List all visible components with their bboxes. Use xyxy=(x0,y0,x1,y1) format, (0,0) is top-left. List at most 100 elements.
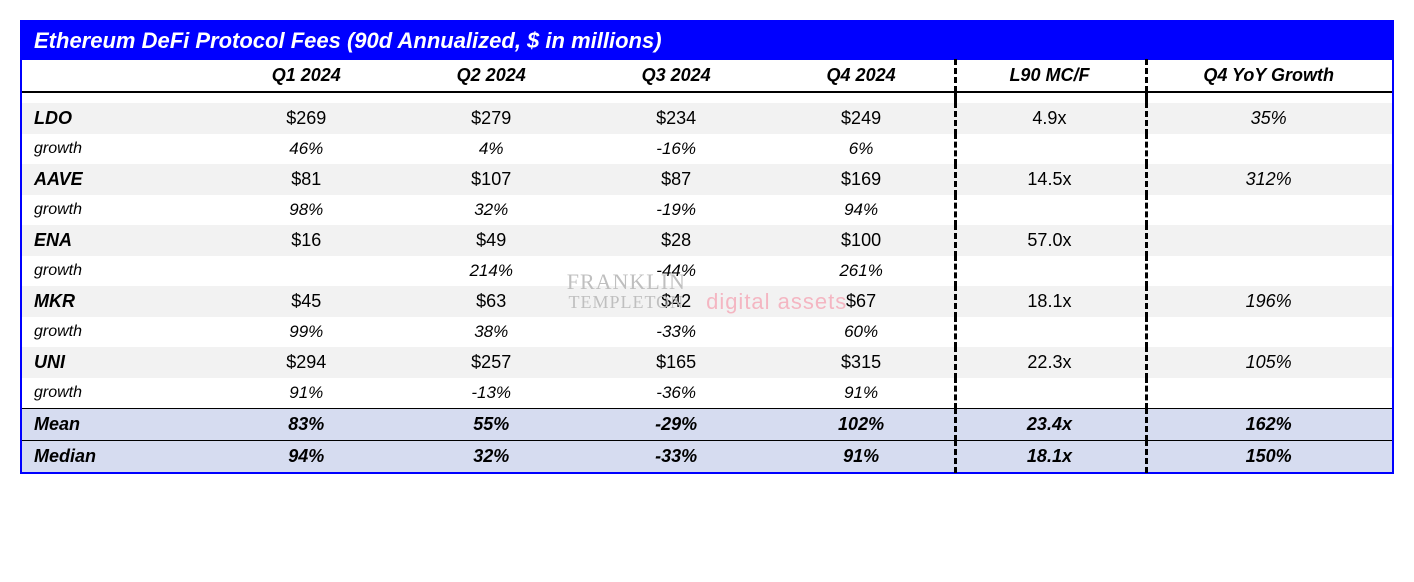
growth-mcf-blank xyxy=(954,256,1146,286)
cell-q3: $165 xyxy=(584,347,769,378)
table-frame: Ethereum DeFi Protocol Fees (90d Annuali… xyxy=(20,20,1394,474)
growth-mcf-blank xyxy=(954,378,1146,409)
cell-yoy: 105% xyxy=(1145,347,1392,378)
growth-q3: -33% xyxy=(584,317,769,347)
growth-row: growth 91% -13% -36% 91% xyxy=(22,378,1392,409)
summary-q1: 83% xyxy=(214,409,399,441)
growth-mcf-blank xyxy=(954,134,1146,164)
cell-q4: $67 xyxy=(769,286,954,317)
protocol-name: AAVE xyxy=(22,164,214,195)
summary-mcf: 18.1x xyxy=(954,441,1146,473)
table-container: FRANKLIN TEMPLETON digital assets Ethere… xyxy=(20,20,1394,474)
growth-q1: 99% xyxy=(214,317,399,347)
summary-q3: -33% xyxy=(584,441,769,473)
header-row: Q1 2024 Q2 2024 Q3 2024 Q4 2024 L90 MC/F… xyxy=(22,60,1392,92)
protocol-name: MKR xyxy=(22,286,214,317)
table-title: Ethereum DeFi Protocol Fees (90d Annuali… xyxy=(22,22,1392,60)
col-header-q4: Q4 2024 xyxy=(769,60,954,92)
growth-yoy-blank xyxy=(1145,317,1392,347)
cell-q4: $169 xyxy=(769,164,954,195)
summary-row-median: Median 94% 32% -33% 91% 18.1x 150% xyxy=(22,441,1392,473)
table-row: MKR $45 $63 $42 $67 18.1x 196% xyxy=(22,286,1392,317)
summary-q1: 94% xyxy=(214,441,399,473)
protocol-name: UNI xyxy=(22,347,214,378)
cell-q1: $81 xyxy=(214,164,399,195)
summary-row-mean: Mean 83% 55% -29% 102% 23.4x 162% xyxy=(22,409,1392,441)
growth-mcf-blank xyxy=(954,195,1146,225)
table-row: UNI $294 $257 $165 $315 22.3x 105% xyxy=(22,347,1392,378)
growth-q4: 91% xyxy=(769,378,954,409)
col-header-q1: Q1 2024 xyxy=(214,60,399,92)
cell-q3: $234 xyxy=(584,103,769,134)
col-header-q3: Q3 2024 xyxy=(584,60,769,92)
cell-q2: $257 xyxy=(399,347,584,378)
table-row: AAVE $81 $107 $87 $169 14.5x 312% xyxy=(22,164,1392,195)
cell-mcf: 4.9x xyxy=(954,103,1146,134)
growth-label: growth xyxy=(22,134,214,164)
summary-yoy: 150% xyxy=(1145,441,1392,473)
col-header-blank xyxy=(22,60,214,92)
growth-label: growth xyxy=(22,317,214,347)
growth-q1: 91% xyxy=(214,378,399,409)
growth-q3: -44% xyxy=(584,256,769,286)
table-body: LDO $269 $279 $234 $249 4.9x 35% growth … xyxy=(22,92,1392,472)
growth-yoy-blank xyxy=(1145,134,1392,164)
cell-q3: $42 xyxy=(584,286,769,317)
fees-table: Q1 2024 Q2 2024 Q3 2024 Q4 2024 L90 MC/F… xyxy=(22,60,1392,472)
col-header-yoy: Q4 YoY Growth xyxy=(1145,60,1392,92)
growth-q4: 60% xyxy=(769,317,954,347)
cell-yoy xyxy=(1145,225,1392,256)
cell-q1: $16 xyxy=(214,225,399,256)
growth-label: growth xyxy=(22,378,214,409)
growth-q1: 46% xyxy=(214,134,399,164)
cell-q2: $63 xyxy=(399,286,584,317)
growth-q2: 4% xyxy=(399,134,584,164)
cell-yoy: 196% xyxy=(1145,286,1392,317)
growth-mcf-blank xyxy=(954,317,1146,347)
cell-q2: $107 xyxy=(399,164,584,195)
growth-q2: 38% xyxy=(399,317,584,347)
growth-q3: -16% xyxy=(584,134,769,164)
cell-mcf: 14.5x xyxy=(954,164,1146,195)
cell-q1: $269 xyxy=(214,103,399,134)
cell-yoy: 35% xyxy=(1145,103,1392,134)
cell-q2: $49 xyxy=(399,225,584,256)
table-row: LDO $269 $279 $234 $249 4.9x 35% xyxy=(22,103,1392,134)
summary-yoy: 162% xyxy=(1145,409,1392,441)
growth-q1: 98% xyxy=(214,195,399,225)
table-row: ENA $16 $49 $28 $100 57.0x xyxy=(22,225,1392,256)
growth-q2: -13% xyxy=(399,378,584,409)
col-header-mcf: L90 MC/F xyxy=(954,60,1146,92)
cell-q4: $100 xyxy=(769,225,954,256)
growth-row: growth 98% 32% -19% 94% xyxy=(22,195,1392,225)
summary-label: Mean xyxy=(22,409,214,441)
summary-q3: -29% xyxy=(584,409,769,441)
growth-label: growth xyxy=(22,195,214,225)
growth-q4: 6% xyxy=(769,134,954,164)
protocol-name: LDO xyxy=(22,103,214,134)
growth-q3: -19% xyxy=(584,195,769,225)
growth-row: growth 99% 38% -33% 60% xyxy=(22,317,1392,347)
growth-row: growth 214% -44% 261% xyxy=(22,256,1392,286)
summary-mcf: 23.4x xyxy=(954,409,1146,441)
cell-yoy: 312% xyxy=(1145,164,1392,195)
summary-q2: 32% xyxy=(399,441,584,473)
growth-q4: 261% xyxy=(769,256,954,286)
growth-q1 xyxy=(214,256,399,286)
growth-row: growth 46% 4% -16% 6% xyxy=(22,134,1392,164)
growth-label: growth xyxy=(22,256,214,286)
growth-yoy-blank xyxy=(1145,378,1392,409)
summary-label: Median xyxy=(22,441,214,473)
protocol-name: ENA xyxy=(22,225,214,256)
cell-q3: $87 xyxy=(584,164,769,195)
cell-mcf: 57.0x xyxy=(954,225,1146,256)
summary-q4: 102% xyxy=(769,409,954,441)
growth-yoy-blank xyxy=(1145,256,1392,286)
cell-q3: $28 xyxy=(584,225,769,256)
growth-q3: -36% xyxy=(584,378,769,409)
cell-q1: $45 xyxy=(214,286,399,317)
summary-q4: 91% xyxy=(769,441,954,473)
cell-q4: $249 xyxy=(769,103,954,134)
spacer-row xyxy=(22,92,1392,103)
summary-q2: 55% xyxy=(399,409,584,441)
